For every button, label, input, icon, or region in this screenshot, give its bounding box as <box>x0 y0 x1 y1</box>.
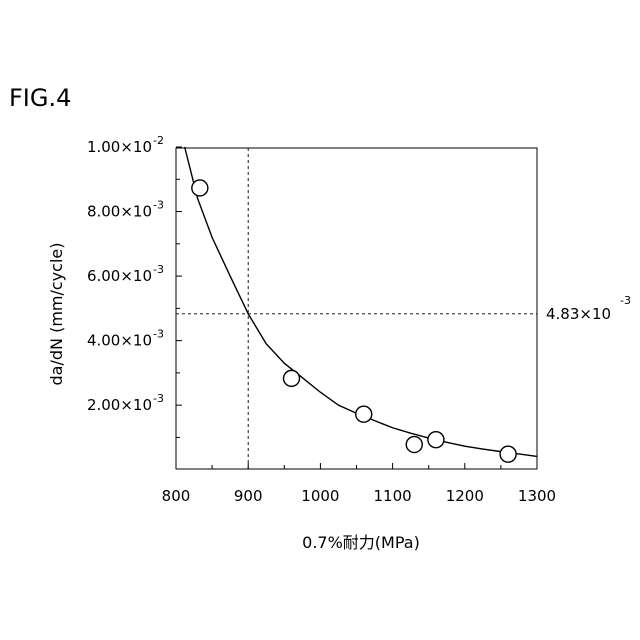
data-points <box>192 180 516 462</box>
reference-lines <box>176 148 537 469</box>
x-tick-label: 1000 <box>301 487 339 505</box>
x-tick-label: 800 <box>162 487 191 505</box>
x-tick-label: 1200 <box>446 487 484 505</box>
data-point <box>284 370 300 386</box>
y-tick-exponent: -3 <box>153 328 164 341</box>
reference-label: 4.83×10 -3 <box>546 294 631 323</box>
y-tick-exponent: -3 <box>153 392 164 405</box>
y-tick-label: 6.00×10 <box>87 267 152 285</box>
data-point <box>500 446 516 462</box>
data-point <box>406 437 422 453</box>
y-axis-title: da/dN (mm/cycle) <box>47 243 66 386</box>
y-tick-exponent: -2 <box>153 134 164 147</box>
y-tick-label: 1.00×10 <box>87 138 152 156</box>
reference-value-exponent: -3 <box>620 294 631 307</box>
plot-frame <box>176 148 537 469</box>
data-point <box>428 432 444 448</box>
x-tick-label: 900 <box>234 487 263 505</box>
x-tick-label: 1100 <box>374 487 412 505</box>
y-axis-ticks: 1.00×10-28.00×10-36.00×10-34.00×10-32.00… <box>87 134 182 437</box>
x-tick-label: 1300 <box>518 487 556 505</box>
y-tick-label: 8.00×10 <box>87 203 152 221</box>
y-tick-exponent: -3 <box>153 263 164 276</box>
data-point <box>356 406 372 422</box>
data-point <box>192 180 208 196</box>
y-tick-label: 2.00×10 <box>87 396 152 414</box>
reference-value-label: 4.83×10 <box>546 305 611 323</box>
y-tick-exponent: -3 <box>153 199 164 212</box>
y-tick-label: 4.00×10 <box>87 332 152 350</box>
x-axis-title: 0.7%耐力(MPa) <box>302 533 420 552</box>
